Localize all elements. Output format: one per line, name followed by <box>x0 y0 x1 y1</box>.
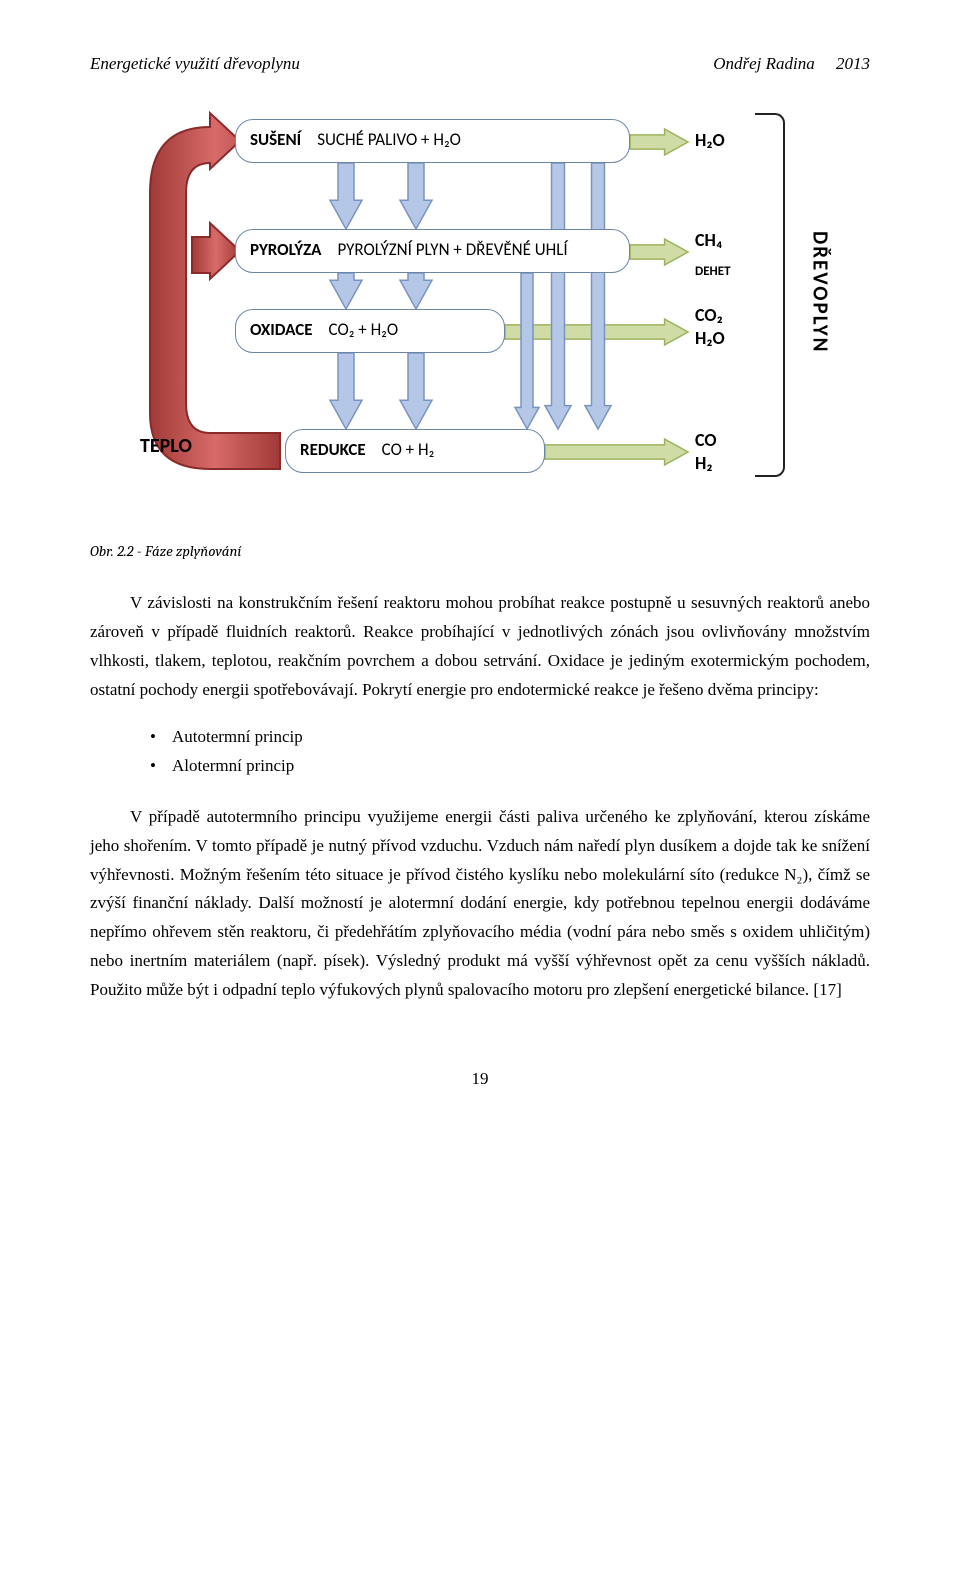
header-right: Ondřej Radina 2013 <box>713 50 870 79</box>
figure-caption: Obr. 2.2 - Fáze zplyňování <box>90 539 870 565</box>
drevoplyn-label: DŘEVOPLYN <box>802 231 838 353</box>
output-label: COH₂ <box>695 429 717 476</box>
page-number: 19 <box>90 1065 870 1094</box>
list-item: Autotermní princip <box>150 723 870 752</box>
stage-label: SUŠENÍ <box>250 126 301 155</box>
stage-content: PYROLÝZNÍ PLYN + DŘEVĚNÉ UHLÍ <box>337 236 567 265</box>
header-author: Ondřej Radina <box>713 54 815 73</box>
paragraph-2: V případě autotermního principu využijem… <box>90 803 870 1005</box>
stage-label: REDUKCE <box>300 436 366 465</box>
header-year: 2013 <box>836 54 870 73</box>
header-left: Energetické využití dřevoplynu <box>90 50 300 79</box>
stage-box: REDUKCE CO + H₂ <box>285 429 545 473</box>
stage-content: SUCHÉ PALIVO + H₂O <box>317 126 461 155</box>
paragraph-1: V závislosti na konstrukčním řešení reak… <box>90 589 870 705</box>
stage-box: PYROLÝZA PYROLÝZNÍ PLYN + DŘEVĚNÉ UHLÍ <box>235 229 630 273</box>
stage-label: PYROLÝZA <box>250 236 321 265</box>
output-bracket <box>755 113 785 477</box>
stage-box: OXIDACE CO₂ + H₂O <box>235 309 505 353</box>
principles-list: Autotermní princip Alotermní princip <box>150 723 870 781</box>
stage-content: CO₂ + H₂O <box>329 316 399 345</box>
heat-label: TEPLO <box>140 429 192 463</box>
process-diagram: SUŠENÍ SUCHÉ PALIVO + H₂O PYROLÝZA PYROL… <box>90 109 870 529</box>
output-label: CO₂H₂O <box>695 304 725 351</box>
stage-label: OXIDACE <box>250 316 313 345</box>
stage-content: CO + H₂ <box>382 436 435 465</box>
output-label: CH₄ <box>695 229 722 252</box>
output-label: H₂O <box>695 129 725 152</box>
page-header: Energetické využití dřevoplynu Ondřej Ra… <box>90 50 870 79</box>
list-item: Alotermní princip <box>150 752 870 781</box>
output-label: DEHET <box>695 264 731 281</box>
stage-box: SUŠENÍ SUCHÉ PALIVO + H₂O <box>235 119 630 163</box>
